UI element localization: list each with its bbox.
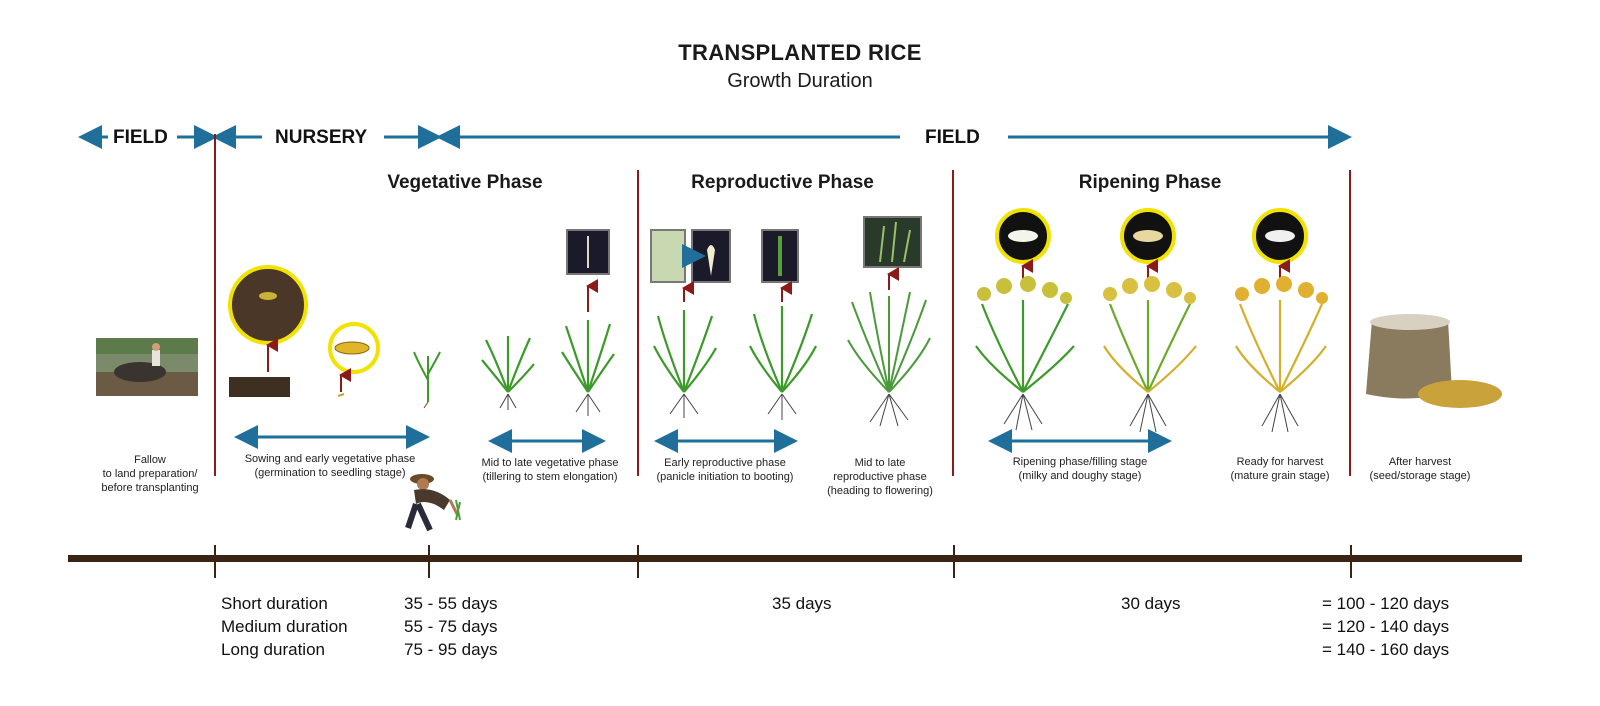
total-durations: = 100 - 120 days = 120 - 140 days = 140 - … — [1322, 594, 1450, 659]
zone-label-field-main: FIELD — [925, 127, 980, 148]
grain-sack-icon — [1366, 314, 1502, 408]
rice-plant-icon — [975, 276, 1075, 431]
rice-plant-icon — [650, 229, 731, 418]
rice-grain-icon — [1252, 208, 1308, 264]
stage-caption: Fallow to land preparation/before transpl… — [101, 454, 199, 494]
seedling-icon — [413, 351, 441, 409]
stage-caption: Early reproductive phase (panicle initiat… — [656, 457, 794, 483]
stage-span-arrows — [234, 425, 1172, 453]
rice-grain-icon — [1120, 208, 1176, 264]
stage-caption: Ready for harvest (mature grain stage) — [1230, 456, 1330, 482]
stage-caption: Ripening phase/filling stage (milky and d… — [1012, 456, 1148, 482]
stage-caption: Sowing and early vegetative phase (germin… — [244, 453, 416, 479]
phase-title-reproductive: Reproductive Phase — [691, 172, 874, 193]
rice-plant-icon — [847, 216, 931, 427]
rice-plant-icon — [1235, 276, 1328, 433]
stage-caption: Mid to late reproductive phase (heading to… — [827, 457, 933, 497]
phase-dividers — [214, 134, 1351, 476]
duration-labels: Short duration Medium duration Long durati… — [221, 594, 348, 659]
ripening-duration: 30 days — [1121, 594, 1181, 613]
phase-title-ripening: Ripening Phase — [1078, 172, 1222, 193]
soil-seed-icon — [228, 265, 308, 397]
timeline-axis — [68, 545, 1522, 578]
vegetative-durations: 35 - 55 days 55 - 75 days 75 - 95 days — [404, 594, 498, 659]
phase-title-vegetative: Vegetative Phase — [387, 172, 543, 193]
rice-seed-icon — [328, 322, 380, 397]
rice-plant-icon — [561, 229, 615, 416]
water-buffalo-icon — [96, 338, 198, 396]
rice-plant-icon — [481, 336, 535, 410]
farmer-transplanting-icon — [405, 474, 461, 532]
zone-label-field-left: FIELD — [113, 127, 168, 148]
stage-caption: After harvest (seed/storage stage) — [1369, 456, 1471, 482]
rice-plant-icon — [1103, 276, 1197, 433]
rice-plant-icon — [749, 229, 817, 420]
rice-grain-icon — [995, 208, 1051, 264]
diagram-subtitle: Growth Duration — [727, 70, 873, 92]
reproductive-duration: 35 days — [772, 594, 832, 613]
diagram-title: TRANSPLANTED RICE — [678, 40, 922, 65]
stage-caption: Mid to late vegetative phase (tillering t… — [481, 457, 619, 483]
zone-label-nursery: NURSERY — [275, 127, 368, 148]
